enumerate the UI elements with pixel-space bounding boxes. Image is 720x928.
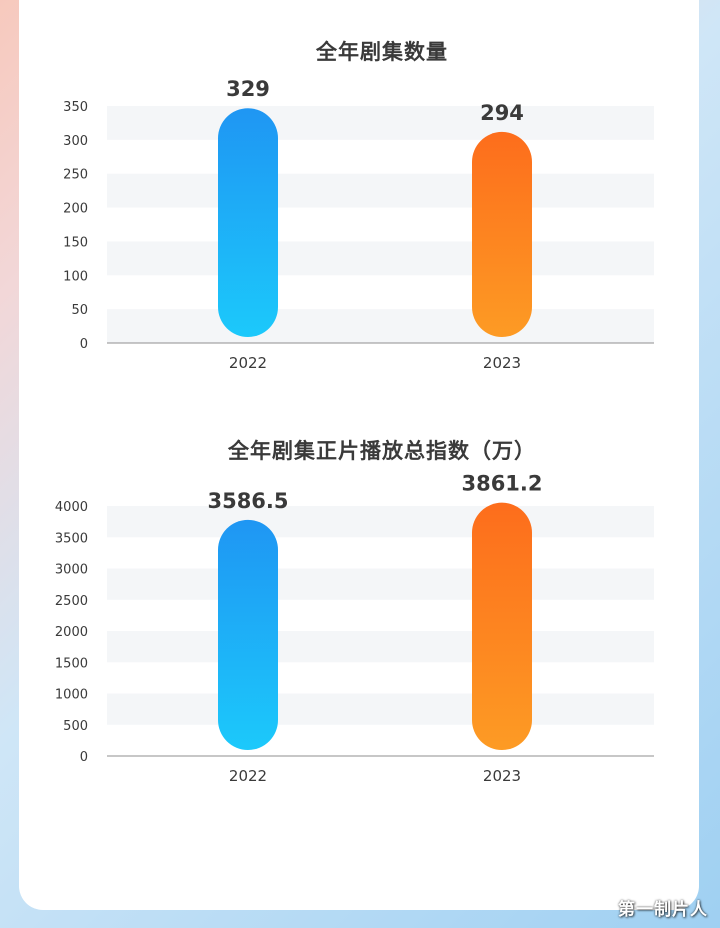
data-label: 3586.5 [207, 489, 288, 513]
y-tick-label: 3000 [55, 563, 88, 578]
bar-2022 [218, 108, 278, 337]
y-tick-label: 250 [63, 168, 88, 183]
watermark: 第一制片人 [618, 900, 708, 920]
x-tick-label: 2022 [229, 767, 267, 785]
bar-2022 [218, 519, 278, 750]
data-label: 3861.2 [461, 472, 542, 496]
grid-band [107, 568, 654, 600]
y-tick-label: 350 [63, 100, 88, 115]
chart-title: 全年剧集正片播放总指数（万） [228, 439, 536, 463]
y-tick-label: 1000 [55, 688, 88, 703]
grid-band [107, 631, 654, 663]
grid-band [107, 173, 654, 208]
y-tick-label: 50 [71, 303, 88, 318]
y-tick-label: 1500 [55, 656, 88, 671]
chart-card [19, 0, 699, 910]
y-tick-label: 2500 [55, 594, 88, 609]
chart-title: 全年剧集数量 [316, 40, 448, 64]
grid-band [107, 241, 654, 276]
y-tick-label: 3500 [55, 531, 88, 546]
x-tick-label: 2023 [483, 767, 521, 785]
y-tick-label: 0 [80, 750, 88, 765]
bar-2023 [472, 131, 532, 337]
y-tick-label: 300 [63, 134, 88, 149]
x-tick-label: 2022 [229, 354, 267, 372]
grid-band [107, 309, 654, 343]
y-tick-label: 2000 [55, 625, 88, 640]
grid-band [107, 506, 654, 538]
y-tick-label: 200 [63, 202, 88, 217]
bar-chart-svg: 0 50 100 150 200 250 300 350 329 2022 294 2023 [63, 77, 654, 372]
data-label: 294 [480, 101, 524, 125]
y-tick-label: 0 [80, 337, 88, 352]
grid-band [107, 693, 654, 725]
data-label: 329 [226, 77, 270, 101]
y-tick-label: 4000 [55, 500, 88, 515]
bar-2023 [472, 502, 532, 750]
y-tick-label: 150 [63, 235, 88, 250]
y-tick-label: 100 [63, 269, 88, 284]
x-tick-label: 2023 [483, 354, 521, 372]
grid-band [107, 106, 654, 140]
y-tick-label: 500 [63, 719, 88, 734]
